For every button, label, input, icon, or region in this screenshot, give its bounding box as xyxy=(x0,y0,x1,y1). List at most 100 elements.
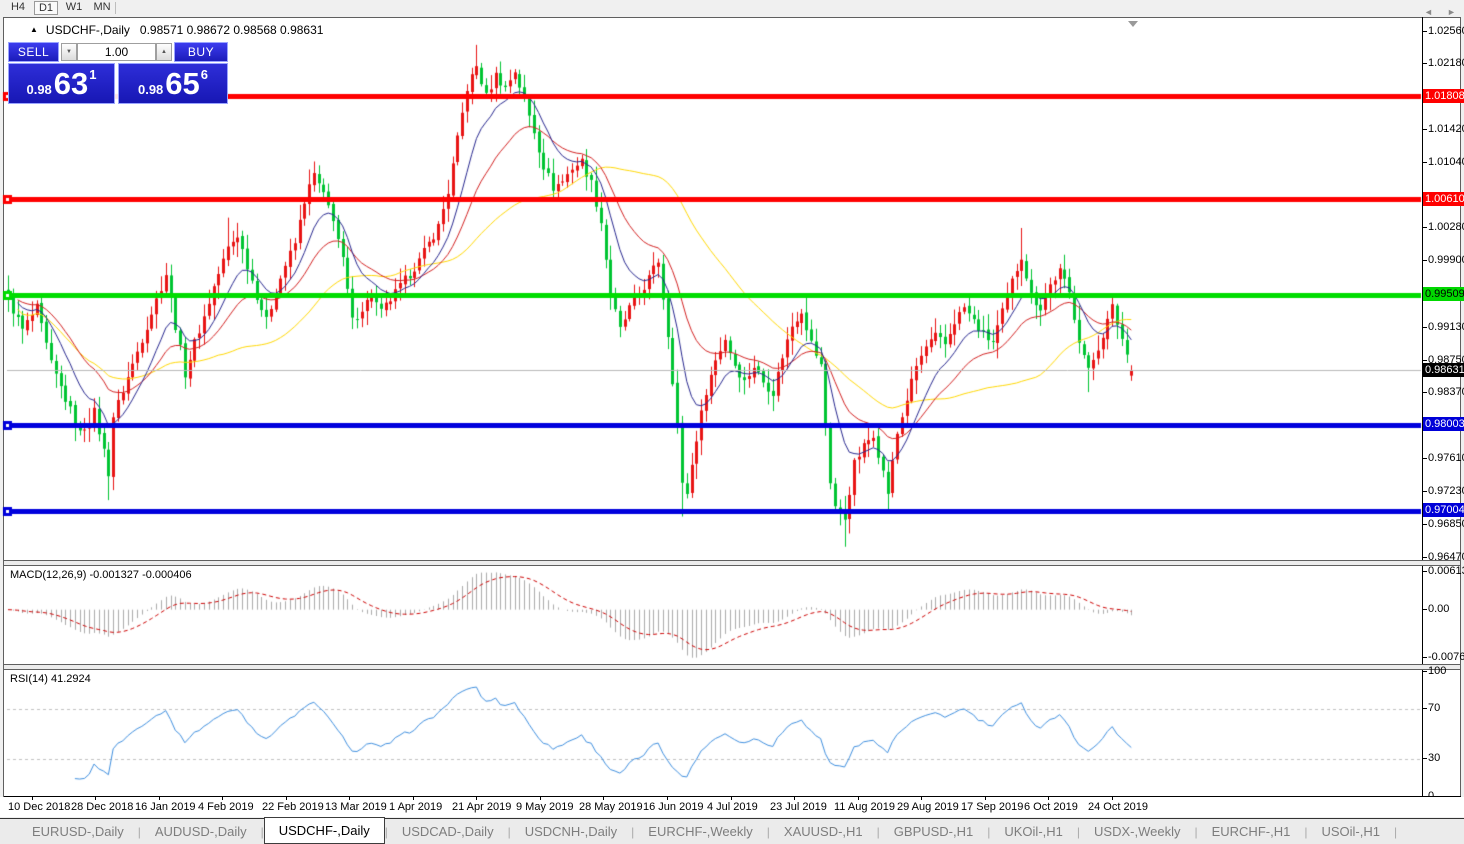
price-tick-label: 0.96850 xyxy=(1428,518,1464,530)
date-tick-label: 9 May 2019 xyxy=(516,801,574,813)
date-tick-mark xyxy=(95,797,96,800)
tab-separator: | xyxy=(1076,824,1081,839)
sell-price-prefix: 0.98 xyxy=(26,82,52,97)
date-tick-label: 21 Apr 2019 xyxy=(452,801,512,813)
date-tick-label: 10 Dec 2018 xyxy=(8,801,71,813)
sell-price-big-digits: 63 xyxy=(53,66,89,101)
date-tick-mark xyxy=(286,797,287,800)
price-tick-label: 1.01040 xyxy=(1428,156,1464,168)
tab-separator: | xyxy=(1304,824,1308,839)
chart-tab-gbpusd-h1[interactable]: GBPUSD-,H1 xyxy=(893,824,974,839)
tab-separator: | xyxy=(260,824,264,839)
time-axis-border xyxy=(4,796,1461,797)
chart-shift-marker-icon[interactable] xyxy=(1128,21,1138,27)
date-tick-label: 1 Apr 2019 xyxy=(389,801,443,813)
date-tick-mark xyxy=(731,797,732,800)
collapse-triangle-icon[interactable]: ▲ xyxy=(30,25,38,34)
price-tick-mark xyxy=(1422,260,1427,261)
date-tick-mark xyxy=(32,797,33,800)
chart-tab-usdx-weekly[interactable]: USDX-,Weekly xyxy=(1094,824,1181,839)
chart-tab-xauusd-h1[interactable]: XAUUSD-,H1 xyxy=(783,824,863,839)
buy-price-box[interactable]: 0.98 65 6 xyxy=(118,63,228,104)
chart-tab-audusd-daily[interactable]: AUDUSD-,Daily xyxy=(154,824,247,839)
date-tick-mark xyxy=(667,797,668,800)
date-tick-label: 22 Feb 2019 xyxy=(262,801,324,813)
buy-price-big-digits: 65 xyxy=(165,66,200,101)
date-tick-label: 11 Aug 2019 xyxy=(834,801,895,813)
chart-tab-eurchf-weekly[interactable]: EURCHF-,Weekly xyxy=(648,824,753,839)
date-tick-label: 13 Mar 2019 xyxy=(325,801,387,813)
rsi-tick-mark xyxy=(1422,671,1427,672)
chart-symbol-label: USDCHF-,Daily xyxy=(45,23,130,37)
chart-tab-eurusd-daily[interactable]: EURUSD-,Daily xyxy=(32,824,124,839)
buy-button[interactable]: BUY xyxy=(174,42,228,62)
date-tick-mark xyxy=(921,797,922,800)
spin-down-icon: ▼ xyxy=(66,49,72,55)
volume-increase-button[interactable]: ▲ xyxy=(156,43,172,61)
price-tick-label: 1.00280 xyxy=(1428,221,1464,233)
macd-pane-splitter[interactable] xyxy=(4,560,1460,566)
date-tick-label: 29 Aug 2019 xyxy=(897,801,959,813)
price-tick-label: 0.99130 xyxy=(1428,321,1464,333)
macd-tick-mark xyxy=(1422,657,1427,658)
date-tick-mark xyxy=(1112,797,1113,800)
rsi-tick-mark xyxy=(1422,708,1427,709)
date-tick-label: 23 Jul 2019 xyxy=(770,801,827,813)
date-tick-mark xyxy=(1048,797,1049,800)
date-tick-mark xyxy=(222,797,223,800)
sell-price-pip-digit: 1 xyxy=(89,67,97,82)
tab-separator: | xyxy=(631,824,635,839)
chart-tab-ukoil-h1[interactable]: UKOil-,H1 xyxy=(1004,824,1063,839)
date-tick-label: 24 Oct 2019 xyxy=(1088,801,1148,813)
tab-separator: | xyxy=(876,824,880,839)
price-tick-label: 1.02180 xyxy=(1428,57,1464,69)
date-tick-mark xyxy=(540,797,541,800)
rsi-pane-splitter[interactable] xyxy=(4,664,1460,670)
tab-separator: | xyxy=(384,824,388,839)
chart-tab-usdcad-daily[interactable]: USDCAD-,Daily xyxy=(401,824,494,839)
price-tick-label: 1.02560 xyxy=(1428,25,1464,37)
date-tick-label: 6 Oct 2019 xyxy=(1024,801,1078,813)
tab-separator: | xyxy=(766,824,770,839)
sell-price-box[interactable]: 0.98 63 1 xyxy=(8,63,115,104)
time-axis[interactable]: 10 Dec 2018 28 Dec 2018 16 Jan 2019 4 Feb 2… xyxy=(0,797,1464,817)
price-tick-mark xyxy=(1422,162,1427,163)
date-tick-label: 4 Jul 2019 xyxy=(707,801,758,813)
price-tick-mark xyxy=(1422,491,1427,492)
volume-decrease-button[interactable]: ▼ xyxy=(61,43,77,61)
price-tick-label: 1.01420 xyxy=(1428,123,1464,135)
date-tick-mark xyxy=(858,797,859,800)
tab-separator: | xyxy=(1194,824,1198,839)
sell-button[interactable]: SELL xyxy=(8,42,59,62)
rsi-tick-label: 70 xyxy=(1428,702,1441,714)
price-tick-mark xyxy=(1422,63,1427,64)
date-tick-mark xyxy=(476,797,477,800)
spin-up-icon: ▲ xyxy=(161,49,167,55)
price-tick-mark xyxy=(1422,129,1427,130)
chart-tab-usdcnh-daily[interactable]: USDCNH-,Daily xyxy=(524,824,618,839)
chart-tab-usdchf-daily[interactable]: USDCHF-,Daily xyxy=(263,817,385,844)
price-tick-mark xyxy=(1422,327,1427,328)
macd-tick-label: 0.00613 xyxy=(1428,565,1464,577)
macd-tick-mark xyxy=(1422,571,1427,572)
chart-title: ▲ USDCHF-,Daily 0.98571 0.98672 0.98568 0.… xyxy=(30,23,323,37)
price-tick-label: 0.97230 xyxy=(1428,485,1464,497)
price-badge-0.98003: 0.98003 xyxy=(1423,417,1464,431)
date-tick-mark xyxy=(985,797,986,800)
chart-tab-usoil-h1[interactable]: USOil-,H1 xyxy=(1321,824,1380,839)
rsi-tick-mark xyxy=(1422,758,1427,759)
macd-indicator-label: MACD(12,26,9) -0.001327 -0.000406 xyxy=(10,569,192,581)
date-tick-mark xyxy=(603,797,604,800)
price-tick-label: 0.97610 xyxy=(1428,452,1464,464)
one-click-trading-panel: SELL ▼ ▲ BUY 0.98 63 1 0.98 65 6 xyxy=(8,42,228,104)
macd-tick-label: 0.00 xyxy=(1428,603,1450,615)
date-tick-label: 28 Dec 2018 xyxy=(71,801,134,813)
chart-tab-eurchf-h1[interactable]: EURCHF-,H1 xyxy=(1211,824,1291,839)
volume-input[interactable] xyxy=(77,43,156,61)
date-tick-mark xyxy=(349,797,350,800)
date-tick-mark xyxy=(794,797,795,800)
price-badge-1.01808: 1.01808 xyxy=(1423,89,1464,103)
macd-tick-label: -0.007612 xyxy=(1428,651,1464,663)
rsi-tick-label: 100 xyxy=(1428,665,1447,677)
